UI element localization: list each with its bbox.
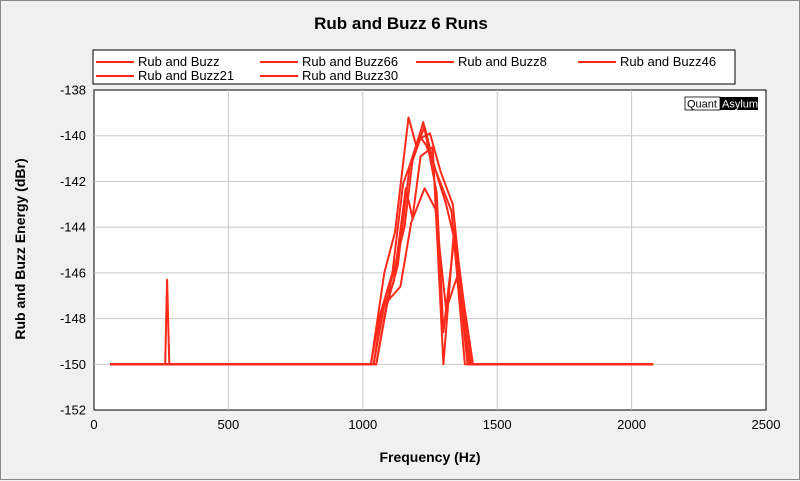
x-tick-label: 2500 — [752, 417, 781, 432]
y-tick-label: -142 — [60, 174, 86, 189]
brand-right: Asylum — [722, 99, 758, 111]
brand-left: Quant — [687, 99, 717, 111]
legend-label: Rub and Buzz21 — [138, 68, 234, 83]
x-axis-label: Frequency (Hz) — [379, 449, 480, 465]
legend-label: Rub and Buzz30 — [302, 68, 398, 83]
y-tick-label: -148 — [60, 311, 86, 326]
y-tick-label: -146 — [60, 265, 86, 280]
x-tick-label: 1000 — [348, 417, 377, 432]
series-line-5 — [110, 132, 654, 366]
chart-title: Rub and Buzz 6 Runs — [314, 14, 488, 33]
y-tick-label: -152 — [60, 403, 86, 418]
ticks: 0 500 1000 1500 2000 2500 -138 -140 -142 -144 -146… — [60, 83, 780, 433]
x-tick-label: 1500 — [483, 417, 512, 432]
legend-label: Rub and Buzz46 — [620, 54, 716, 69]
series-layer — [110, 116, 654, 366]
plot-area — [93, 89, 767, 411]
y-axis-label: Rub and Buzz Energy (dBr) — [12, 158, 28, 339]
x-tick-label: 2000 — [617, 417, 646, 432]
y-tick-label: -138 — [60, 83, 86, 98]
y-tick-label: -150 — [60, 357, 86, 372]
series-line-6 — [110, 187, 654, 366]
y-tick-label: -140 — [60, 128, 86, 143]
legend-box — [92, 49, 736, 85]
legend: Rub and Buzz Rub and Buzz66 Rub and Buzz8 R… — [96, 54, 716, 83]
series-line-1 — [110, 116, 654, 366]
quantasylum-logo: Quant Asylum — [684, 96, 758, 111]
y-tick-label: -144 — [60, 220, 86, 235]
legend-label: Rub and Buzz8 — [458, 54, 547, 69]
x-tick-label: 0 — [90, 417, 97, 432]
x-tick-label: 500 — [218, 417, 240, 432]
legend-label: Rub and Buzz — [138, 54, 220, 69]
legend-label: Rub and Buzz66 — [302, 54, 398, 69]
